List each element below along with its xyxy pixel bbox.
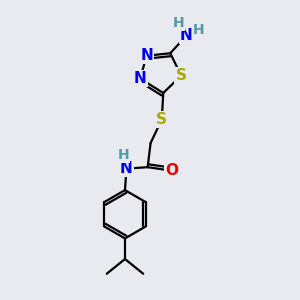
Text: O: O bbox=[165, 163, 178, 178]
Text: H: H bbox=[193, 23, 205, 37]
Text: H: H bbox=[118, 148, 129, 162]
Text: N: N bbox=[180, 28, 193, 43]
Text: N: N bbox=[120, 161, 133, 176]
Text: H: H bbox=[172, 16, 184, 30]
Text: S: S bbox=[156, 112, 167, 127]
Text: N: N bbox=[134, 71, 146, 86]
Text: N: N bbox=[140, 48, 153, 63]
Text: S: S bbox=[176, 68, 187, 83]
